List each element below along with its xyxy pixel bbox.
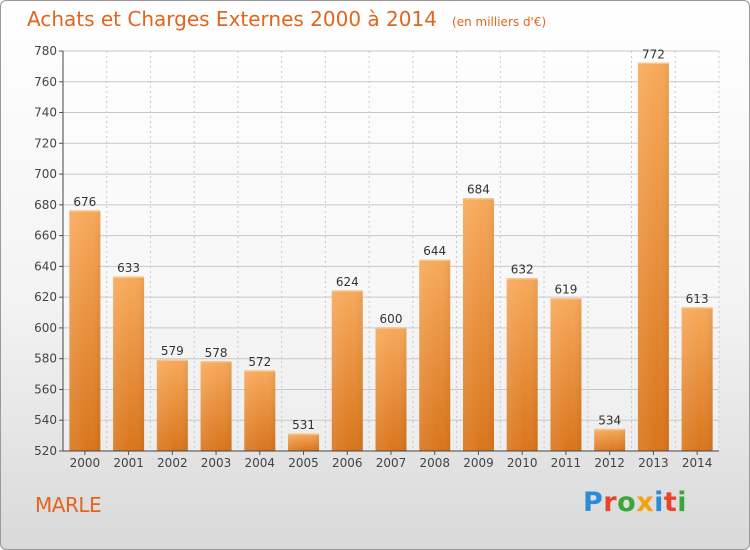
bar-shade-2003 <box>200 361 232 451</box>
bars: 676 633 579 578 572 531 624 600 644 684 632 619 534 7… <box>69 47 713 452</box>
x-tick-label-2014: 2014 <box>682 456 713 470</box>
x-tick-label-2013: 2013 <box>638 456 669 470</box>
bar-shade-2004 <box>244 371 276 451</box>
data-label-2007: 600 <box>380 312 403 326</box>
x-tick-label-2011: 2011 <box>551 456 582 470</box>
bar-shade-2010 <box>506 278 538 451</box>
x-tick-label-2008: 2008 <box>419 456 450 470</box>
data-label-2011: 619 <box>554 283 577 297</box>
data-label-2005: 531 <box>292 418 315 432</box>
y-tick-label: 680 <box>34 198 57 212</box>
data-label-2004: 572 <box>248 355 271 369</box>
data-label-2014: 613 <box>686 292 709 306</box>
data-label-2008: 644 <box>423 244 446 258</box>
chart-title: Achats et Charges Externes 2000 à 2014 <box>27 7 437 31</box>
chart-header: Achats et Charges Externes 2000 à 2014 (… <box>27 7 546 31</box>
x-tick-label-2004: 2004 <box>245 456 276 470</box>
x-tick-label-2002: 2002 <box>157 456 188 470</box>
logo-letter: i <box>677 487 688 518</box>
x-tick-label-2000: 2000 <box>70 456 101 470</box>
y-tick-label: 520 <box>34 444 57 458</box>
bar-shade-2012 <box>594 429 626 451</box>
logo-letter: P <box>583 487 604 518</box>
proxiti-logo[interactable]: Proxiti <box>583 487 687 518</box>
bar-shade-2007 <box>375 327 407 451</box>
y-tick-label: 780 <box>34 44 57 58</box>
bar-shade-2008 <box>419 260 451 451</box>
data-label-2006: 624 <box>336 275 359 289</box>
y-tick-label: 560 <box>34 382 57 396</box>
logo-letter: i <box>654 487 664 518</box>
bar-shade-2014 <box>681 307 713 451</box>
y-tick-label: 600 <box>34 321 57 335</box>
x-tick-label-2003: 2003 <box>201 456 232 470</box>
y-tick-label: 740 <box>34 106 57 120</box>
logo-letter: o <box>617 487 637 518</box>
bar-shade-2013 <box>637 63 669 452</box>
y-tick-label: 540 <box>34 413 57 427</box>
bar-shade-2005 <box>288 434 320 451</box>
logo-letter: x <box>636 487 655 518</box>
bar-shade-2006 <box>331 291 363 451</box>
y-tick-label: 700 <box>34 167 57 181</box>
x-tick-label-2006: 2006 <box>332 456 363 470</box>
x-tick-label-2010: 2010 <box>507 456 538 470</box>
data-label-2000: 676 <box>73 195 96 209</box>
x-tick-label-2012: 2012 <box>594 456 625 470</box>
x-tick-label-2009: 2009 <box>463 456 494 470</box>
logo-letter: t <box>663 487 678 518</box>
y-tick-label: 660 <box>34 229 57 243</box>
data-label-2010: 632 <box>511 263 534 277</box>
x-tick-label-2007: 2007 <box>376 456 407 470</box>
bar-shade-2009 <box>462 198 494 451</box>
data-label-2003: 578 <box>205 346 228 360</box>
x-tick-label-2001: 2001 <box>113 456 144 470</box>
bar-shade-2000 <box>69 211 101 451</box>
chart-unit: (en milliers d'€) <box>452 15 547 29</box>
bar-shade-2002 <box>156 360 188 451</box>
x-tick-label-2005: 2005 <box>288 456 319 470</box>
data-label-2012: 534 <box>598 413 621 427</box>
y-tick-label: 580 <box>34 352 57 366</box>
logo-letter: r <box>603 487 618 518</box>
bar-shade-2011 <box>550 298 582 451</box>
bar-shade-2001 <box>113 277 145 451</box>
y-tick-label: 620 <box>34 290 57 304</box>
y-tick-label: 640 <box>34 259 57 273</box>
y-tick-label: 760 <box>34 75 57 89</box>
y-tick-label: 720 <box>34 136 57 150</box>
data-label-2001: 633 <box>117 261 140 275</box>
commune-name: MARLE <box>35 493 102 517</box>
data-label-2013: 772 <box>642 47 665 61</box>
data-label-2002: 579 <box>161 344 184 358</box>
axes: 520 540 560 580 600 620 640 660 680 700 720 740 760 7… <box>34 44 719 470</box>
data-label-2009: 684 <box>467 183 490 197</box>
